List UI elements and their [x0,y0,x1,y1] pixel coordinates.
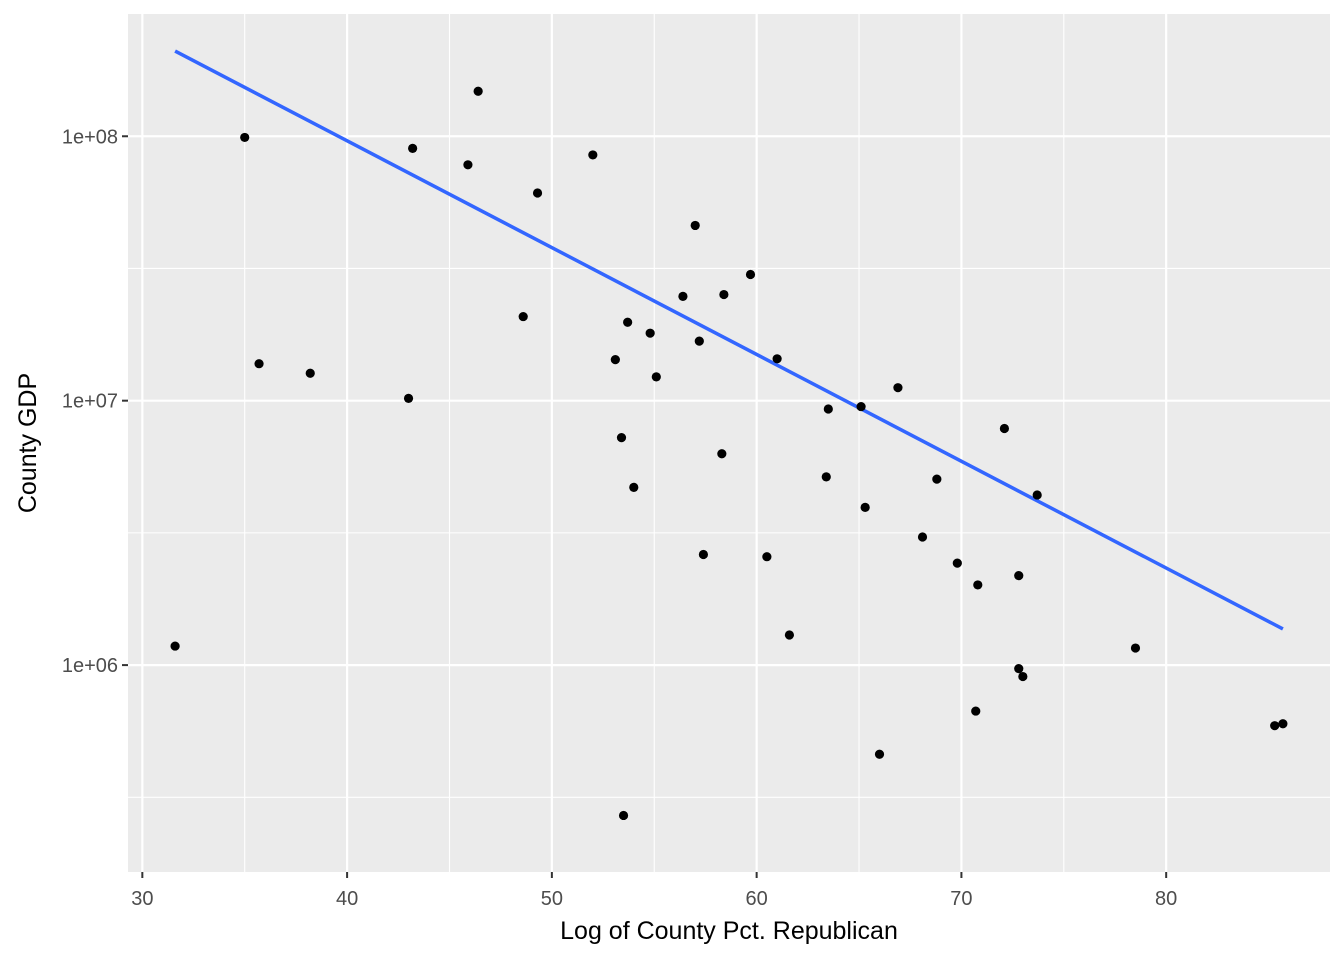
x-axis-ticks: 30 40 50 60 70 80 [131,872,1177,910]
major-gridlines [128,14,1330,872]
data-point [772,354,782,364]
data-point [971,706,981,716]
data-points [170,86,1288,821]
data-point [254,359,264,369]
y-axis-ticks: 1e+06 1e+07 1e+08 [62,126,128,677]
data-point [610,355,620,365]
y-tick-label: 1e+06 [62,655,118,677]
data-point [874,749,885,759]
data-point [616,433,627,443]
data-point [694,336,704,346]
data-point [856,401,866,412]
data-point [719,289,729,300]
x-tick-label: 60 [746,888,768,910]
data-point [1278,719,1288,729]
x-tick-label: 80 [1155,888,1177,910]
x-tick-label: 50 [541,888,563,910]
y-axis-title: County GDP [14,373,42,513]
data-point [518,311,528,322]
data-point [678,291,688,301]
data-point [860,502,870,512]
data-point [403,393,414,404]
data-point [1270,721,1280,731]
data-point [932,474,942,484]
trend-layer [174,49,1284,631]
data-point [170,641,180,651]
data-point [745,269,756,280]
data-point [717,449,727,459]
data-point [305,368,315,378]
data-point [973,580,983,590]
x-tick-label: 30 [131,888,153,910]
data-point [651,372,661,382]
data-point [473,86,483,96]
data-point [532,188,543,198]
data-point [1014,663,1024,674]
data-point [762,552,772,562]
y-tick-label: 1e+07 [62,391,118,413]
data-point [623,317,633,327]
data-point [698,549,709,560]
x-axis-title: Log of County Pct. Republican [560,917,898,945]
minor-gridlines [128,14,1330,872]
data-point [1014,570,1024,581]
data-point [645,328,655,338]
data-point [463,160,473,170]
data-point [629,482,639,492]
trend-line [174,49,1284,631]
panel-background [128,14,1330,872]
data-point [917,532,928,542]
data-point [1130,643,1141,653]
data-point [690,220,700,231]
data-point [893,383,903,393]
data-point [618,810,629,821]
data-point [1018,671,1028,682]
data-point [588,150,598,160]
data-point [1032,490,1042,500]
data-point [999,423,1010,434]
y-tick-label: 1e+08 [62,126,118,148]
data-point [408,143,418,153]
data-point [823,404,833,414]
x-tick-label: 70 [950,888,972,910]
x-tick-label: 40 [336,888,358,910]
data-point [821,472,831,482]
data-point [784,630,795,640]
data-point [240,132,250,143]
data-point [952,558,962,568]
